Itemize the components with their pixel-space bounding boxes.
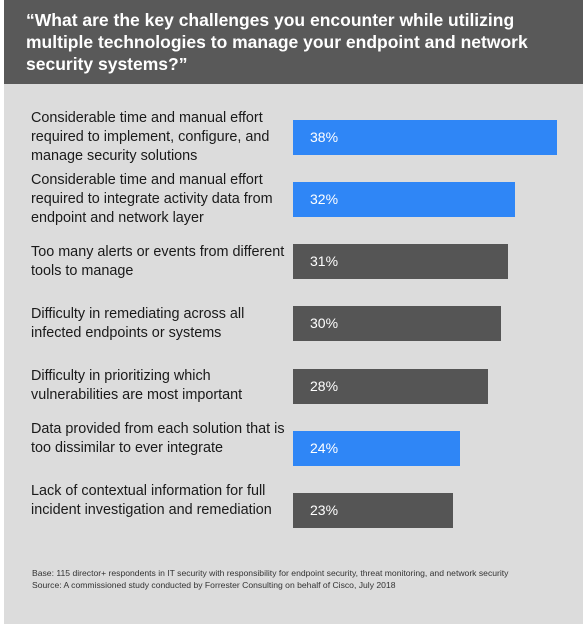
- category-label: Lack of contextual information for full …: [31, 483, 272, 519]
- bar: 24%: [293, 431, 460, 466]
- chart-panel: “What are the key challenges you encount…: [4, 0, 583, 624]
- category-label: Data provided from each solution that is…: [31, 421, 285, 456]
- bar-value-label: 24%: [310, 440, 339, 456]
- footnote-base: Base: 115 director+ respondents in IT se…: [32, 568, 509, 578]
- bar-value-label: 38%: [310, 128, 339, 145]
- bar: 38%: [293, 119, 557, 155]
- bar: 32%: [293, 181, 516, 217]
- category-label: Difficulty in prioritizing which vulnera…: [31, 368, 243, 404]
- bar-value-label: 32%: [310, 190, 339, 207]
- category-label: Considerable time and manual effort requ…: [31, 171, 273, 226]
- bar: 30%: [293, 306, 502, 342]
- bar-value-label: 30%: [310, 315, 339, 332]
- category-label: Considerable time and manual effort requ…: [31, 109, 270, 164]
- bar-value-label: 31%: [310, 253, 339, 270]
- bar: 31%: [293, 244, 509, 280]
- footnote-source: Source: A commissioned study conducted b…: [32, 580, 396, 590]
- title-banner: “What are the key challenges you encount…: [4, 0, 583, 84]
- bar-value-label: 28%: [310, 377, 339, 394]
- bar: 23%: [293, 493, 453, 529]
- chart-title: “What are the key challenges you encount…: [26, 10, 528, 74]
- category-label: Too many alerts or events from different…: [31, 243, 285, 279]
- bar: 28%: [293, 368, 488, 404]
- bar-value-label: 23%: [310, 502, 339, 519]
- category-label: Difficulty in remediating across all inf…: [31, 305, 245, 341]
